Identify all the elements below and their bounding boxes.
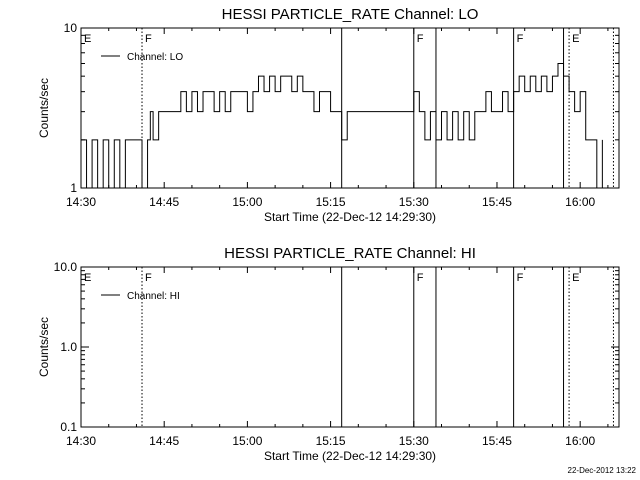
x-tick-label: 14:45 <box>149 434 179 448</box>
series-line <box>81 62 603 189</box>
flag-label: F <box>517 272 524 284</box>
flag-label: E <box>84 272 91 284</box>
footer-timestamp: 22-Dec-2012 13:22 <box>568 466 637 475</box>
x-tick-label: 14:30 <box>66 434 96 448</box>
x-tick-label: 14:30 <box>66 195 96 209</box>
flag-label: F <box>417 33 424 45</box>
flag-label: F <box>145 33 152 45</box>
x-tick-label: 16:00 <box>565 195 595 209</box>
chart-title: HESSI PARTICLE_RATE Channel: HI <box>224 245 476 262</box>
x-tick-label: 15:15 <box>316 195 346 209</box>
legend-label: Channel: LO <box>127 52 183 63</box>
flag-label: F <box>417 272 424 284</box>
x-tick-label: 15:00 <box>232 434 262 448</box>
x-axis-label: Start Time (22-Dec-12 14:29:30) <box>264 449 436 463</box>
legend-label: Channel: HI <box>127 291 180 302</box>
flag-label: E <box>572 33 579 45</box>
y-axis-label: Counts/sec <box>37 78 51 138</box>
chart-title: HESSI PARTICLE_RATE Channel: LO <box>222 6 479 23</box>
flag-label: E <box>572 272 579 284</box>
x-tick-label: 15:45 <box>482 195 512 209</box>
plot-frame <box>80 27 620 189</box>
x-axis-label: Start Time (22-Dec-12 14:29:30) <box>264 210 436 224</box>
panel-hi: HESSI PARTICLE_RATE Channel: HI 14:30 14:4… <box>37 245 620 463</box>
x-tick-label: 15:00 <box>232 195 262 209</box>
x-tick-label: 15:30 <box>399 434 429 448</box>
x-tick-label: 15:30 <box>399 195 429 209</box>
y-tick-label: 0.1 <box>60 420 77 434</box>
flag-label: F <box>517 33 524 45</box>
y-axis-label: Counts/sec <box>37 317 51 377</box>
flag-label: F <box>145 272 152 284</box>
y-tick-label: 1.0 <box>60 340 77 354</box>
y-tick-label: 10 <box>64 21 78 35</box>
panel-lo: HESSI PARTICLE_RATE Channel: LO 14:30 14:4… <box>37 6 620 224</box>
x-tick-label: 16:00 <box>565 434 595 448</box>
flag-label: E <box>84 33 91 45</box>
y-tick-label: 10.0 <box>54 260 78 274</box>
x-tick-label: 14:45 <box>149 195 179 209</box>
y-tick-label: 1 <box>70 181 77 195</box>
x-tick-label: 15:15 <box>316 434 346 448</box>
x-tick-label: 15:45 <box>482 434 512 448</box>
